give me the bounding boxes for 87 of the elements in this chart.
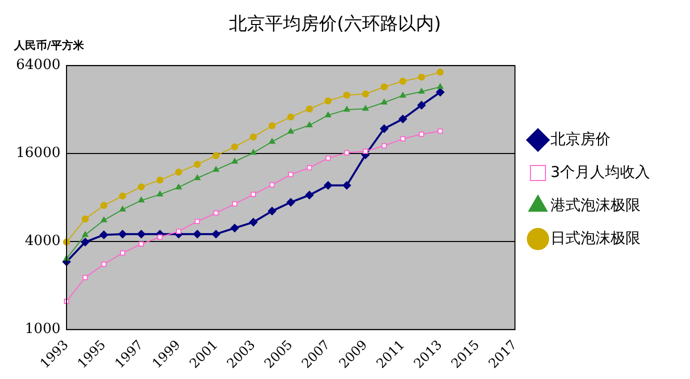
point [175,168,182,176]
point [212,152,220,160]
point [362,148,368,154]
point [325,155,331,161]
point [268,122,276,130]
point [268,207,276,216]
point [324,181,332,190]
point [100,202,108,209]
point [305,191,314,200]
point [362,90,369,98]
point [82,215,89,222]
point [288,172,294,178]
point [418,74,426,81]
chart-title: 北京平均房价(六环路以内) [228,13,442,34]
point [362,105,369,111]
point [343,92,350,99]
y-tick-label: 16000 [16,145,61,162]
legend-label: 3个月人均收入 [550,162,650,181]
point [213,210,219,216]
y-tick-label: 1000 [24,321,61,338]
point [82,274,88,280]
point [156,176,164,184]
point [82,231,88,237]
point [399,78,406,85]
point [231,143,238,150]
point [344,150,350,156]
point [250,192,256,198]
legend-label: 日式泡沫极限 [550,228,640,247]
point [436,68,444,76]
point [120,250,126,256]
point [176,184,182,190]
y-tick-label: 4000 [24,233,61,250]
point [287,113,294,120]
point [101,262,107,267]
point [268,138,276,144]
point [418,101,426,110]
point [118,230,127,238]
point [157,234,163,240]
point [100,216,108,222]
point [176,228,182,234]
point [342,181,351,190]
point [306,165,312,170]
point [437,83,444,89]
point [137,230,146,238]
point [232,158,238,164]
point [250,133,257,140]
y-tick-label: 64000 [16,57,61,74]
point [436,88,444,96]
point [418,88,425,94]
point [381,98,388,104]
point [193,230,202,238]
point [325,112,332,118]
point [156,190,164,196]
point [250,149,256,155]
legend-label: 北京房价 [550,130,610,148]
legend-label: 港式泡沫极限 [550,196,640,214]
point [438,128,443,134]
point [380,124,388,133]
point [398,114,407,123]
point [119,206,126,212]
point [138,241,144,247]
point [249,218,258,226]
point [344,106,350,112]
point [194,160,201,168]
y-axis-title: 人民币/平方米 [13,38,86,52]
point [138,196,144,202]
point [100,230,108,239]
point [212,166,220,172]
point [288,128,294,134]
point [119,192,126,200]
point [230,224,239,232]
point [232,201,238,207]
point [81,238,90,246]
point [400,92,406,98]
point [269,182,275,188]
point [380,83,388,90]
point [306,122,313,128]
point [194,218,200,224]
point [212,230,220,238]
point [382,143,387,148]
point [286,198,295,206]
point [418,132,424,137]
point [400,136,406,142]
point [194,174,200,180]
point [138,183,145,190]
point [306,106,313,113]
point [324,97,332,104]
